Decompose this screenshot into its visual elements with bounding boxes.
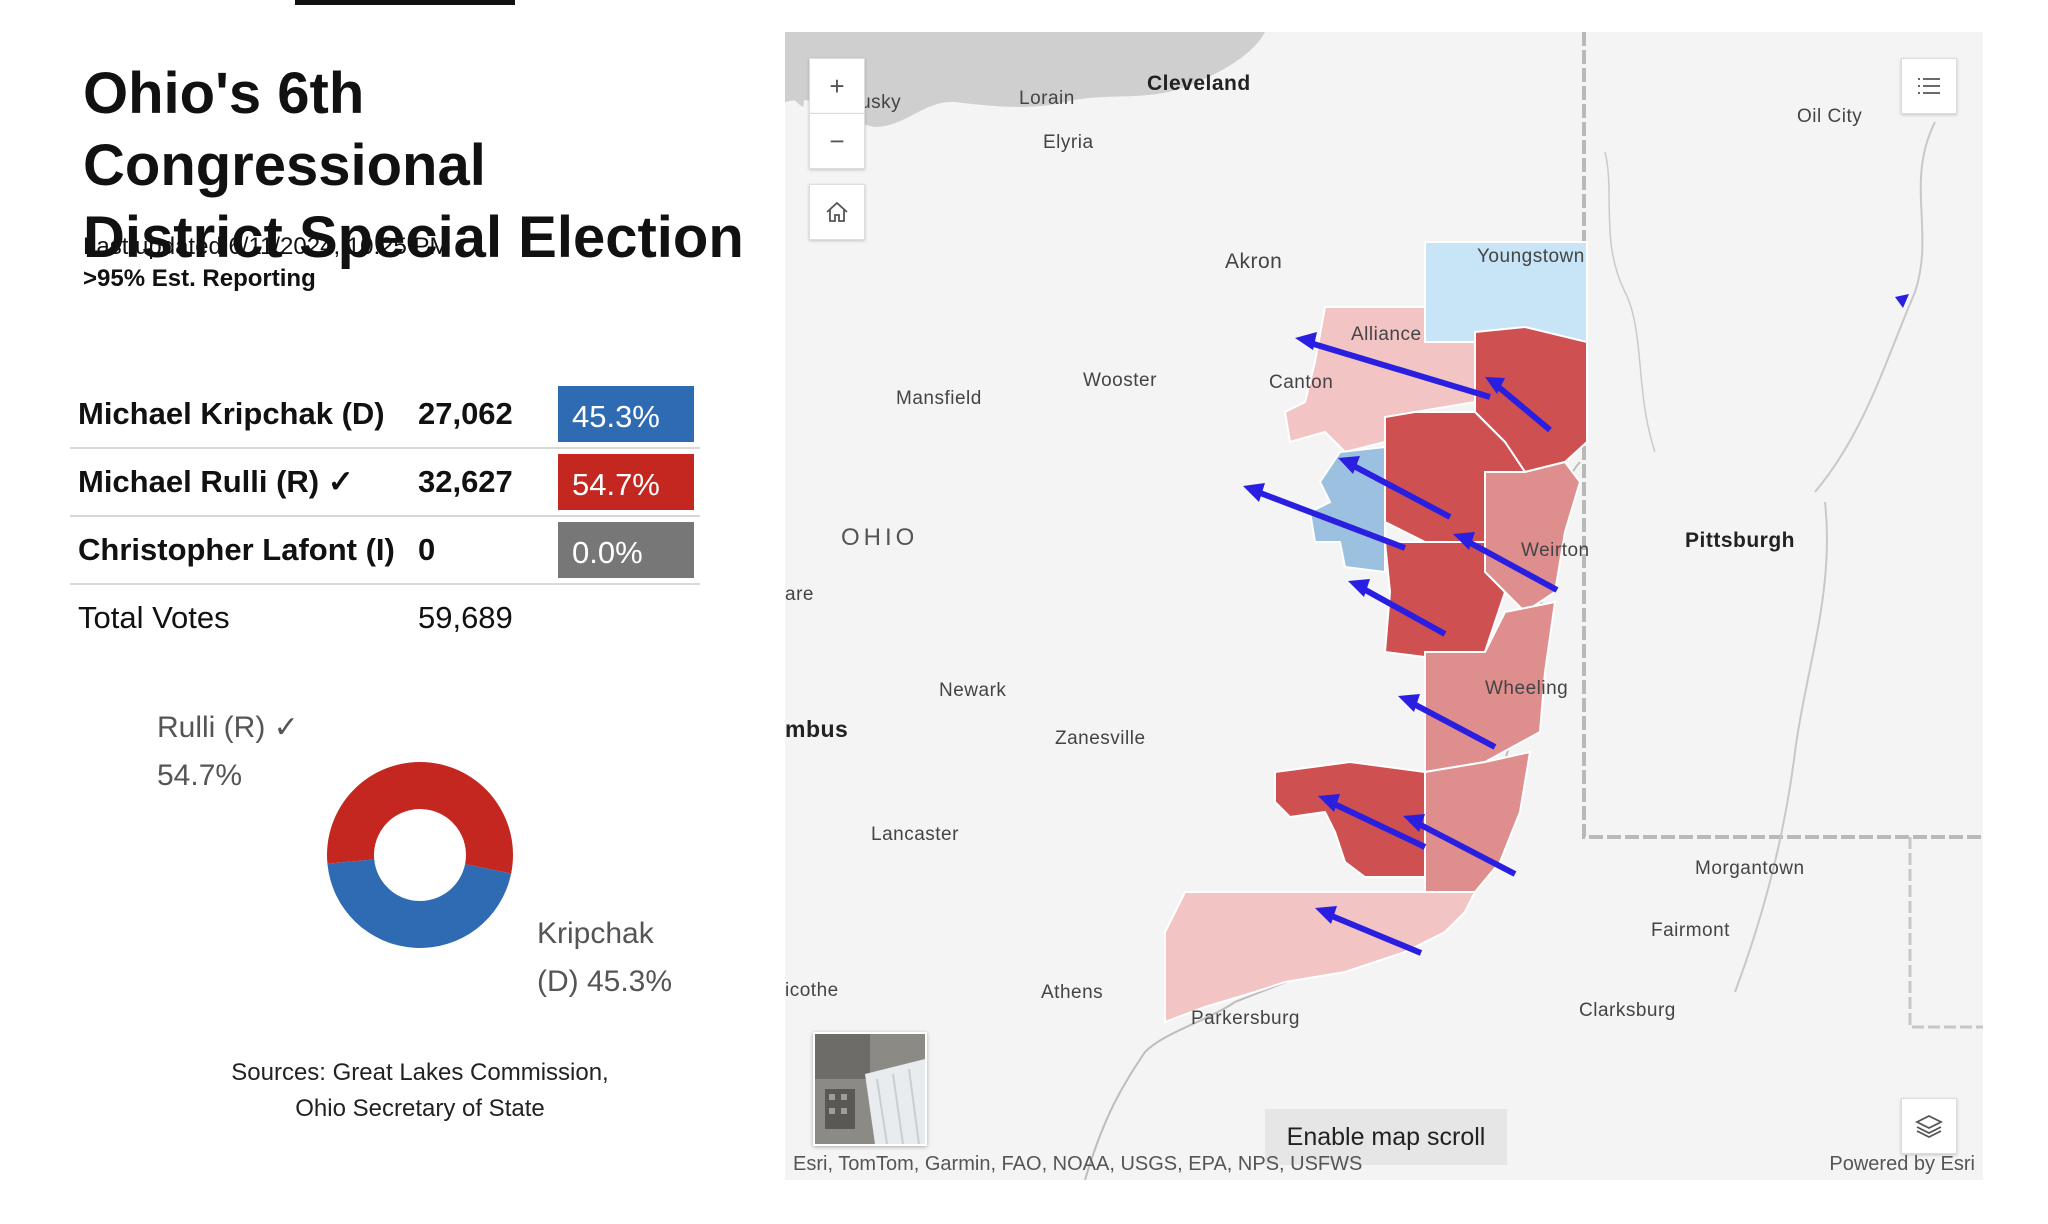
reporting-status: >95% Est. Reporting: [83, 265, 316, 292]
county-stark-light: [1283, 306, 1476, 454]
zoom-out-button[interactable]: −: [809, 113, 865, 169]
city-canton: Canton: [1269, 372, 1334, 393]
county-tuscarawas-d: [1308, 445, 1386, 574]
city-delaware: are: [785, 584, 814, 605]
sources-line-1: Sources: Great Lakes Commission,: [231, 1059, 609, 1086]
candidate-votes: 32,627: [417, 448, 558, 517]
list-icon: [1918, 78, 1940, 94]
donut-label-rulli-name: Rulli (R) ✓: [157, 711, 299, 744]
results-table: Michael Kripchak (D) 27,062 45.3% Michae…: [70, 381, 700, 651]
city-cleveland: Cleveland: [1147, 72, 1251, 95]
table-row: Michael Kripchak (D) 27,062 45.3%: [70, 381, 700, 449]
table-row: Christopher Lafont (I) 0 0.0%: [70, 516, 700, 585]
enable-map-scroll-button[interactable]: Enable map scroll: [1265, 1109, 1507, 1165]
city-athens: Athens: [1041, 982, 1104, 1003]
state-label-ohio: OHIO: [841, 524, 919, 551]
allegheny-river: [1814, 121, 1936, 493]
city-youngstown: Youngstown: [1477, 246, 1585, 267]
city-oil-city: Oil City: [1797, 106, 1863, 127]
beaver-river: [1604, 151, 1656, 453]
wv-md-border: [1908, 837, 1983, 1029]
city-lancaster: Lancaster: [871, 824, 959, 845]
total-row: Total Votes 59,689: [70, 584, 700, 651]
city-lorain: Lorain: [1019, 88, 1075, 109]
city-morgantown: Morgantown: [1695, 858, 1805, 879]
title-line-1: Ohio's 6th Congressional: [83, 61, 486, 198]
sources-note: Sources: Great Lakes Commission, Ohio Se…: [160, 1055, 680, 1127]
table-row: Michael Rulli (R) ✓ 32,627 54.7%: [70, 448, 700, 517]
home-icon: [826, 201, 848, 222]
city-chillicothe: icothe: [785, 980, 839, 1001]
title-line-2: District Special Election: [83, 205, 744, 270]
city-zanesville: Zanesville: [1055, 728, 1146, 749]
candidate-pct-badge: 45.3%: [557, 386, 694, 442]
city-newark: Newark: [939, 680, 1007, 701]
map-attribution: Esri, TomTom, Garmin, FAO, NOAA, USGS, E…: [793, 1153, 1363, 1175]
pa-border: [1582, 32, 1983, 839]
county-noble: [1274, 760, 1426, 878]
candidate-pct-badge: 0.0%: [557, 522, 694, 578]
sources-line-2: Ohio Secretary of State: [295, 1095, 545, 1122]
map-canvas: [785, 32, 1983, 1180]
results-panel: Ohio's 6th Congressional District Specia…: [0, 0, 770, 1224]
donut-label-kripchak-pct: (D) 45.3%: [537, 965, 673, 998]
donut-slice-rulli: [327, 762, 513, 874]
basemap-thumbnail[interactable]: [813, 1032, 927, 1146]
candidate-pct-badge: 54.7%: [557, 454, 694, 510]
city-alliance: Alliance: [1351, 324, 1422, 345]
candidate-name: Michael Kripchak (D): [70, 381, 418, 449]
donut-label-rulli: Rulli (R) ✓ 54.7%: [157, 704, 299, 800]
city-clarksburg: Clarksburg: [1579, 1000, 1676, 1021]
donut-label-kripchak: Kripchak (D) 45.3%: [537, 910, 672, 1006]
city-akron: Akron: [1225, 250, 1283, 273]
total-votes: 59,689: [417, 600, 513, 635]
page-title: Ohio's 6th Congressional District Specia…: [83, 58, 763, 274]
city-wheeling: Wheeling: [1485, 678, 1569, 699]
donut-label-kripchak-name: Kripchak: [537, 917, 654, 950]
donut-slice-kripchak: [327, 859, 512, 949]
city-elyria: Elyria: [1043, 132, 1094, 153]
city-wooster: Wooster: [1083, 370, 1157, 391]
district-map[interactable]: dusky Lorain Cleveland Elyria Akron Youn…: [785, 32, 1983, 1180]
lake-erie-west: [785, 72, 805, 107]
home-button[interactable]: [809, 184, 865, 240]
candidate-name: Michael Rulli (R) ✓: [70, 448, 418, 517]
county-monroe: [1424, 750, 1532, 893]
donut-label-rulli-pct: 54.7%: [157, 759, 243, 792]
shift-arrows: [1253, 339, 1559, 956]
city-fairmont: Fairmont: [1651, 920, 1730, 941]
arrowheads: [1243, 294, 1909, 924]
donut-chart: [327, 762, 513, 949]
city-weirton: Weirton: [1521, 540, 1590, 561]
county-washington: [1164, 891, 1477, 1024]
city-mansfield: Mansfield: [896, 388, 982, 409]
zoom-in-button[interactable]: +: [809, 58, 865, 113]
candidate-votes: 27,062: [417, 381, 558, 449]
top-accent-bar: [295, 0, 515, 5]
candidate-name: Christopher Lafont (I): [70, 516, 418, 585]
powered-by-esri[interactable]: Powered by Esri: [1829, 1153, 1975, 1175]
candidate-votes: 0: [417, 516, 558, 585]
lake-erie: [785, 32, 1265, 127]
legend-button[interactable]: [1901, 58, 1957, 114]
city-pittsburgh: Pittsburgh: [1685, 529, 1795, 552]
total-label: Total Votes: [78, 600, 230, 635]
monongahela-river: [1734, 501, 1828, 993]
basemap-layers-button[interactable]: [1901, 1098, 1957, 1154]
satellite-thumbnail-icon: [815, 1034, 925, 1144]
last-updated: Last updated 6/11/2024, 10:25 PM: [83, 233, 450, 260]
layers-icon: [1915, 1114, 1943, 1139]
city-columbus: mbus: [785, 716, 849, 742]
city-parkersburg: Parkersburg: [1191, 1008, 1300, 1029]
